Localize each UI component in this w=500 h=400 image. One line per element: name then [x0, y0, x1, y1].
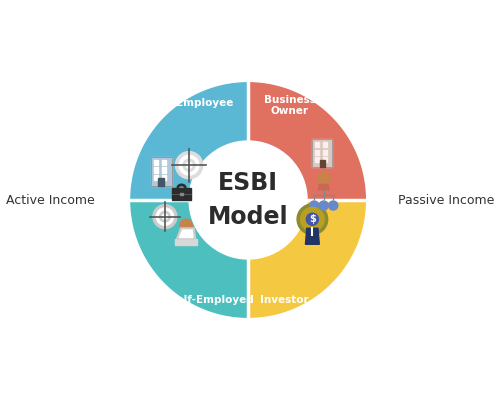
Text: Investor: Investor: [260, 295, 308, 305]
Circle shape: [186, 162, 192, 168]
Circle shape: [328, 201, 338, 210]
Bar: [150, 157, 172, 186]
Bar: [158, 178, 164, 186]
Bar: [154, 175, 158, 180]
Bar: [154, 168, 158, 173]
Circle shape: [153, 205, 177, 229]
Circle shape: [176, 152, 203, 179]
Bar: [172, 188, 190, 200]
Bar: [180, 193, 183, 195]
Bar: [323, 142, 327, 147]
Circle shape: [297, 204, 328, 234]
Polygon shape: [131, 200, 248, 317]
Bar: [162, 175, 166, 180]
Polygon shape: [306, 228, 320, 244]
Bar: [162, 160, 166, 165]
Circle shape: [319, 201, 328, 210]
Text: Passive Income: Passive Income: [398, 194, 494, 206]
Text: Self-Employed: Self-Employed: [170, 295, 254, 305]
Bar: [150, 157, 172, 186]
Text: $: $: [309, 214, 316, 224]
Text: Active Income: Active Income: [6, 194, 94, 206]
Bar: [162, 168, 166, 173]
Polygon shape: [180, 230, 193, 238]
Text: Business
Owner: Business Owner: [264, 95, 316, 116]
Circle shape: [189, 141, 307, 259]
Circle shape: [306, 213, 318, 225]
Polygon shape: [248, 200, 366, 317]
Bar: [315, 157, 320, 162]
Polygon shape: [180, 231, 193, 238]
Bar: [315, 142, 320, 147]
Bar: [323, 157, 327, 162]
Circle shape: [310, 201, 318, 210]
Bar: [312, 140, 332, 167]
Circle shape: [183, 159, 195, 171]
Circle shape: [180, 155, 199, 175]
Bar: [312, 140, 332, 167]
Circle shape: [156, 208, 174, 225]
Bar: [320, 160, 324, 167]
Circle shape: [318, 172, 330, 186]
Polygon shape: [131, 83, 248, 200]
Text: Employee: Employee: [176, 98, 233, 108]
Circle shape: [160, 211, 170, 222]
Text: ESBI
Model: ESBI Model: [208, 171, 288, 229]
Bar: [175, 239, 197, 245]
Bar: [315, 150, 320, 154]
Polygon shape: [248, 83, 366, 200]
Circle shape: [162, 214, 168, 219]
Bar: [323, 150, 327, 154]
Circle shape: [180, 219, 192, 231]
Polygon shape: [318, 184, 329, 190]
Bar: [154, 160, 158, 165]
Circle shape: [300, 208, 324, 231]
Polygon shape: [176, 228, 196, 239]
